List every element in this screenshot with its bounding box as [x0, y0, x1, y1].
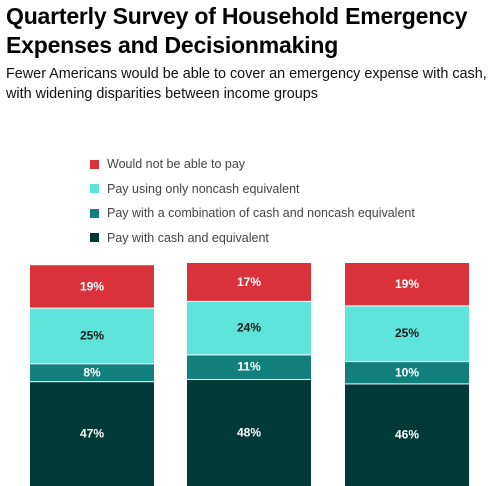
data-label: 10%	[395, 365, 419, 379]
legend-swatch	[90, 184, 99, 194]
bar-segment	[30, 265, 154, 308]
legend-swatch	[90, 208, 99, 218]
data-label: 48%	[237, 425, 261, 439]
bar-segment	[187, 379, 311, 486]
bar-segment	[345, 306, 469, 362]
data-label: 25%	[80, 328, 104, 342]
legend-label: Pay using only noncash equivalent	[107, 181, 300, 196]
bar-segment	[187, 263, 311, 301]
legend-item-noncash-only: Pay using only noncash equivalent	[90, 177, 415, 202]
legend-swatch	[90, 233, 99, 243]
bar-segment	[30, 308, 154, 364]
legend-label: Pay with a combination of cash and nonca…	[107, 206, 415, 221]
bar-segment	[345, 263, 469, 306]
data-label: 8%	[83, 365, 101, 379]
legend-label: Would not be able to pay	[107, 157, 246, 172]
bar-segment	[187, 355, 311, 379]
legend-item-would-not-pay: Would not be able to pay	[90, 152, 415, 177]
data-label: 17%	[237, 275, 261, 289]
legend-item-combination: Pay with a combination of cash and nonca…	[90, 201, 415, 226]
data-label: 47%	[80, 427, 104, 441]
data-label: 19%	[80, 279, 104, 293]
data-label: 11%	[237, 360, 261, 374]
bar-segment	[187, 301, 311, 355]
chart-title: Quarterly Survey of Household Emergency …	[6, 3, 468, 58]
chart-subtitle: Fewer Americans would be able to cover a…	[6, 66, 487, 102]
data-label: 19%	[395, 277, 419, 291]
data-label: 25%	[395, 326, 419, 340]
legend-label: Pay with cash and equivalent	[107, 230, 269, 245]
bar-segment	[30, 364, 154, 382]
data-label: 46%	[395, 428, 419, 442]
data-label: 24%	[237, 321, 261, 335]
bar-segment	[345, 384, 469, 486]
chart-legend: Would not be able to pay Pay using only …	[90, 152, 415, 250]
bar-segment	[345, 362, 469, 384]
legend-item-cash: Pay with cash and equivalent	[90, 226, 415, 251]
legend-swatch	[90, 159, 99, 169]
bar-segment	[30, 382, 154, 486]
